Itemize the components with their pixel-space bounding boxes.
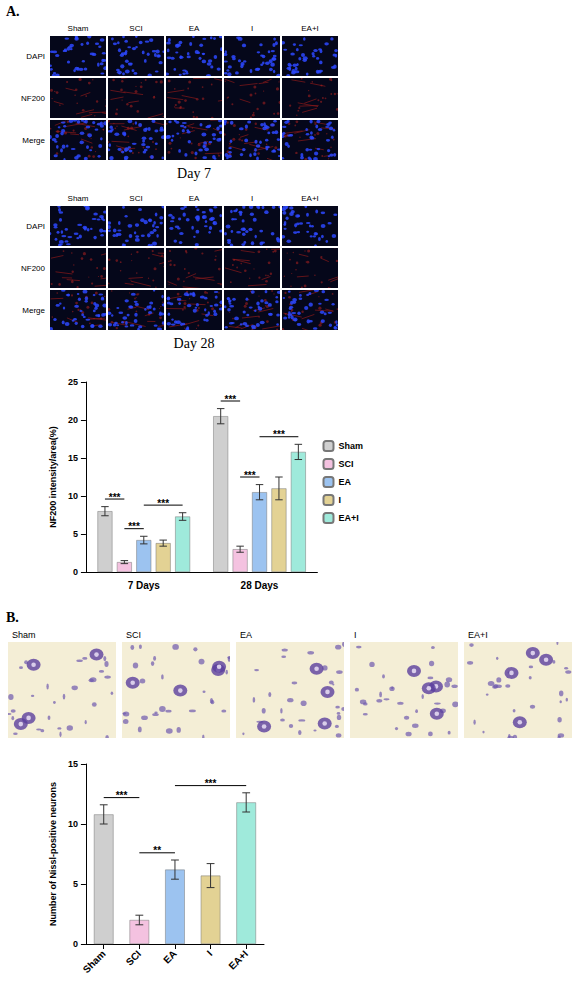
svg-text:Number of Nissl-positive neuro: Number of Nissl-positive neurons [48,782,58,926]
svg-text:Day 7: Day 7 [177,166,211,181]
svg-text:Day 28: Day 28 [174,336,215,351]
svg-text:EA+I: EA+I [468,630,488,640]
svg-text:EA+I: EA+I [338,513,358,523]
svg-text:EA: EA [240,630,252,640]
svg-text:0: 0 [73,567,78,577]
svg-text:B.: B. [6,610,19,625]
svg-text:EA: EA [189,24,200,33]
svg-text:SCI: SCI [126,630,141,640]
svg-text:SCI: SCI [129,24,142,33]
svg-text:***: *** [244,470,256,481]
svg-text:10: 10 [68,819,78,829]
svg-text:I: I [251,24,253,33]
svg-text:***: *** [205,778,217,789]
svg-text:SCI: SCI [338,459,353,469]
svg-text:EA: EA [189,194,200,203]
svg-text:***: *** [157,498,169,509]
svg-text:Sham: Sham [68,24,89,33]
svg-text:EA: EA [338,477,351,487]
svg-text:5: 5 [73,529,78,539]
svg-text:EA+I: EA+I [301,194,319,203]
svg-text:10: 10 [68,491,78,501]
svg-text:15: 15 [68,759,78,769]
svg-text:7 Days: 7 Days [128,580,161,591]
svg-text:***: *** [116,790,128,801]
svg-text:SCI: SCI [124,948,144,968]
svg-text:Merge: Merge [22,306,45,315]
svg-text:DAPI: DAPI [26,222,45,231]
svg-text:SCI: SCI [129,194,142,203]
svg-text:I: I [354,630,357,640]
svg-text:A.: A. [6,4,20,19]
svg-text:Sham: Sham [338,441,363,451]
svg-text:I: I [338,495,341,505]
svg-text:15: 15 [68,453,78,463]
svg-text:I: I [251,194,253,203]
svg-text:NF200: NF200 [21,94,46,103]
svg-text:***: *** [128,521,140,532]
svg-text:***: *** [273,429,285,440]
svg-text:DAPI: DAPI [26,52,45,61]
svg-text:Sham: Sham [81,948,108,975]
svg-text:Sham: Sham [12,630,36,640]
svg-text:NF200: NF200 [21,264,46,273]
svg-text:***: *** [225,394,237,405]
svg-text:28 Days: 28 Days [241,580,279,591]
svg-text:Sham: Sham [68,194,89,203]
svg-text:I: I [205,948,215,958]
svg-text:0: 0 [73,939,78,949]
svg-text:Merge: Merge [22,136,45,145]
svg-text:25: 25 [68,377,78,387]
svg-text:NF200 intensity/area(%): NF200 intensity/area(%) [48,426,58,528]
svg-text:***: *** [109,492,121,503]
svg-text:5: 5 [73,879,78,889]
svg-text:**: ** [153,845,161,856]
svg-text:20: 20 [68,415,78,425]
svg-text:EA+I: EA+I [301,24,319,33]
svg-text:EA: EA [161,948,179,966]
svg-text:EA+I: EA+I [226,948,250,972]
